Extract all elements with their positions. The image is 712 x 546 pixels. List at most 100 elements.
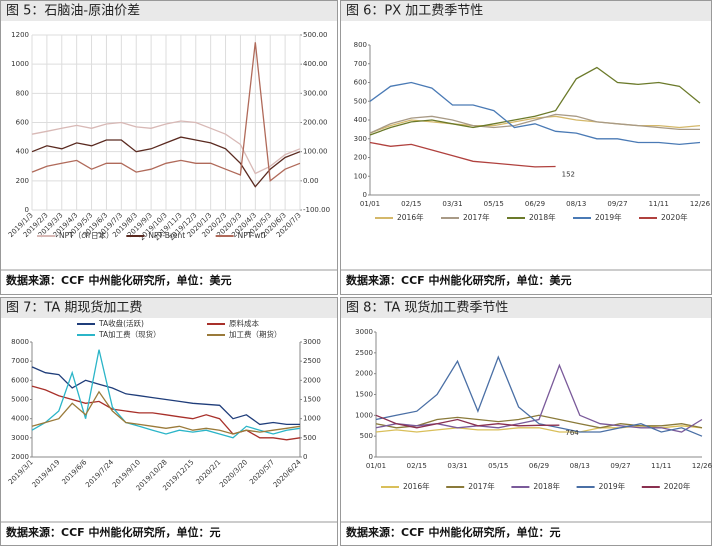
source-note: 数据来源：CCF 中州能化研究所，单位：元 — [346, 525, 561, 539]
x-tick-label: 01/01 — [366, 462, 386, 470]
y-tick-label: 600 — [16, 119, 29, 127]
y2-tick-label: -100.00 — [303, 206, 330, 214]
y2-tick-label: 400.00 — [303, 60, 328, 68]
y-tick-label: 500 — [354, 97, 367, 105]
y2-tick-label: 3000 — [303, 338, 321, 346]
panel-border — [340, 297, 712, 546]
y-tick-label: 800 — [354, 41, 367, 49]
legend-label: NPT-Brent — [148, 231, 185, 240]
y-tick-label: 0 — [369, 453, 373, 461]
legend-label: 2020年 — [661, 212, 688, 222]
y2-tick-label: 200.00 — [303, 119, 328, 127]
x-tick-label: 03/31 — [442, 200, 462, 208]
y-tick-label: 700 — [354, 60, 367, 68]
source-note: 数据来源：CCF 中州能化研究所，单位：元 — [6, 525, 221, 539]
series-line — [31, 136, 301, 188]
x-tick-label: 11/11 — [649, 200, 669, 208]
series-line — [31, 42, 301, 183]
y-tick-label: 1200 — [11, 31, 29, 39]
series-line — [369, 81, 701, 146]
x-tick-label: 2020/5/7 — [248, 458, 276, 486]
panel-border — [0, 0, 338, 295]
x-tick-label: 08/13 — [570, 462, 590, 470]
y-tick-label: 2500 — [355, 349, 373, 357]
series-line — [31, 385, 301, 441]
series-line — [31, 349, 301, 439]
panel-title: 图 5：石脑油-原油价差 — [6, 4, 140, 19]
series-line — [369, 141, 556, 168]
y-tick-label: 400 — [16, 148, 29, 156]
series-line — [369, 113, 700, 134]
y2-tick-label: 0.00 — [303, 177, 319, 185]
x-tick-label: 09/27 — [610, 462, 630, 470]
panel-border — [340, 0, 712, 295]
y-tick-label: 3000 — [11, 434, 29, 442]
x-tick-label: 2019/3/1 — [7, 458, 35, 486]
x-tick-label: 05/15 — [484, 200, 504, 208]
y-tick-label: 0 — [25, 206, 29, 214]
x-tick-label: 2019/4/19 — [31, 458, 62, 489]
y-tick-label: 2000 — [11, 453, 29, 461]
x-tick-label: 2020/3/20 — [218, 458, 249, 489]
legend-label: 2019年 — [599, 481, 626, 491]
source-note: 数据来源：CCF 中州能化研究所，单位：美元 — [6, 273, 232, 287]
legend-label: 2019年 — [595, 212, 622, 222]
x-tick-label: 03/31 — [447, 462, 467, 470]
series-line — [369, 115, 701, 134]
x-tick-label: 12/26 — [690, 200, 711, 208]
y-tick-label: 400 — [354, 116, 367, 124]
x-tick-label: 01/01 — [360, 200, 380, 208]
y-tick-label: 8000 — [11, 338, 29, 346]
y-tick-label: 1000 — [11, 60, 29, 68]
y-tick-label: 5000 — [11, 396, 29, 404]
y-tick-label: 100 — [354, 172, 367, 180]
title-bar — [341, 1, 711, 21]
legend-label: 原料成本 — [229, 318, 259, 328]
x-tick-label: 12/26 — [692, 462, 712, 470]
y-tick-label: 1500 — [355, 391, 373, 399]
y-tick-label: 6000 — [11, 376, 29, 384]
series-line — [369, 66, 701, 136]
y-tick-label: 7000 — [11, 357, 29, 365]
y-tick-label: 1000 — [355, 411, 373, 419]
y2-tick-label: 0 — [303, 453, 307, 461]
title-bar — [1, 1, 337, 21]
annotation: 152 — [562, 171, 575, 179]
y-tick-label: 2000 — [355, 370, 373, 378]
series-line — [31, 390, 301, 435]
legend-label: 2017年 — [463, 212, 490, 222]
y-tick-label: 200 — [16, 177, 29, 185]
x-tick-label: 02/15 — [407, 462, 427, 470]
x-tick-label: 06/29 — [529, 462, 549, 470]
y-tick-label: 300 — [354, 135, 367, 143]
x-tick-label: 02/15 — [401, 200, 421, 208]
legend-label: TA加工费（现货） — [98, 329, 161, 339]
y-tick-label: 600 — [354, 79, 367, 87]
y2-tick-label: 100.00 — [303, 148, 328, 156]
series-line — [375, 355, 703, 437]
y2-tick-label: 500 — [303, 434, 316, 442]
y-tick-label: 3000 — [355, 328, 373, 336]
legend-label: 2020年 — [664, 481, 691, 491]
legend-label: NPT-wti — [238, 231, 266, 240]
panel-title: 图 6：PX 加工费季节性 — [346, 4, 483, 19]
y2-tick-label: 300.00 — [303, 89, 328, 97]
source-note: 数据来源：CCF 中州能化研究所，单位：美元 — [346, 273, 572, 287]
panel-title: 图 8：TA 现货加工费季节性 — [346, 300, 508, 316]
legend-label: 2018年 — [533, 481, 560, 491]
x-tick-label: 2020/2/1 — [195, 458, 223, 486]
y2-tick-label: 500.00 — [303, 31, 328, 39]
y2-tick-label: 2000 — [303, 376, 321, 384]
annotation: 764 — [565, 429, 579, 437]
series-line — [375, 414, 560, 429]
x-tick-label: 11/11 — [651, 462, 671, 470]
x-tick-label: 2020/6/24 — [272, 458, 303, 489]
series-line — [31, 120, 301, 175]
y-tick-label: 500 — [360, 432, 373, 440]
y2-tick-label: 1500 — [303, 396, 321, 404]
title-bar — [1, 298, 337, 318]
y2-tick-label: 1000 — [303, 415, 321, 423]
